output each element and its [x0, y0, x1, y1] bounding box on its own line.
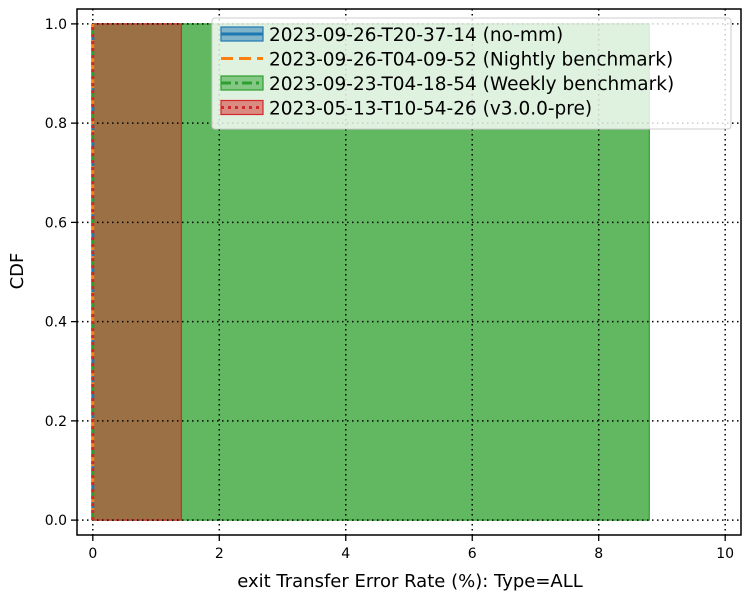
legend-label: 2023-05-13-T10-54-26 (v3.0.0-pre)	[269, 99, 592, 120]
legend-entry: 2023-09-26-T04-09-52 (Nightly benchmark)	[221, 50, 673, 71]
x-tick-label: 6	[468, 546, 477, 562]
y-tick-label: 0.4	[45, 315, 67, 331]
y-tick-label: 0.0	[45, 513, 67, 529]
x-tick-label: 0	[88, 546, 97, 562]
y-tick-label: 0.6	[45, 215, 67, 231]
axes-frame	[76, 8, 742, 536]
y-tick-label: 0.2	[45, 414, 67, 430]
legend-entry: 2023-05-13-T10-54-26 (v3.0.0-pre)	[220, 99, 592, 120]
y-tick-label: 1.0	[45, 17, 67, 33]
band-2023-05-13-t10-54-26-v3-0-0-pre-	[92, 23, 182, 521]
legend-entry: 2023-09-23-T04-18-54 (Weekly benchmark)	[220, 74, 674, 95]
x-tick-label: 4	[341, 546, 350, 562]
legend-label: 2023-09-26-T04-09-52 (Nightly benchmark)	[269, 50, 673, 71]
x-tick-label: 10	[716, 546, 734, 562]
x-axis-title: exit Transfer Error Rate (%): Type=ALL	[237, 571, 583, 592]
y-axis-title: CDF	[7, 253, 28, 290]
legend-label: 2023-09-26-T20-37-14 (no-mm)	[269, 25, 563, 46]
x-tick-label: 8	[594, 546, 603, 562]
legend-box	[211, 17, 732, 130]
legend-entry: 2023-09-26-T20-37-14 (no-mm)	[220, 25, 563, 46]
x-tick-label: 2	[215, 546, 224, 562]
y-tick-label: 0.8	[45, 116, 67, 132]
legend-label: 2023-09-23-T04-18-54 (Weekly benchmark)	[269, 74, 674, 95]
